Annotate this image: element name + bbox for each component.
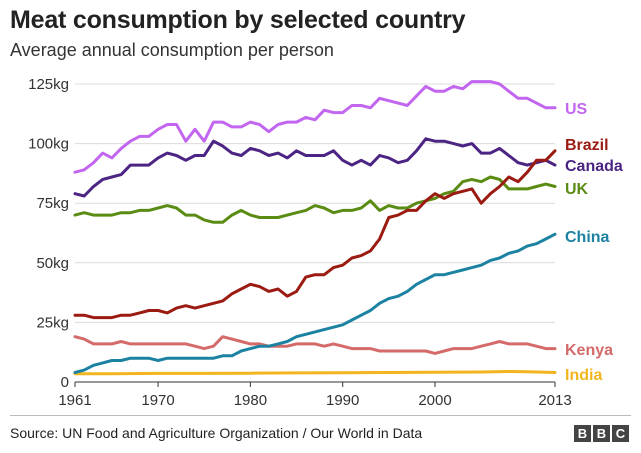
bbc-logo-letter: C [612, 425, 629, 442]
series-labels: US Brazil Canada UK China Kenya India [565, 101, 623, 384]
x-tick-label: 1970 [141, 392, 174, 409]
x-tick-label: 1990 [326, 392, 359, 409]
y-tick-label: 125kg [28, 76, 69, 93]
series-label-brazil: Brazil [565, 137, 609, 154]
y-tick-label: 0 [61, 374, 69, 391]
series-line-kenya [73, 335, 557, 355]
chart-title: Meat consumption by selected country [10, 6, 466, 34]
chart-subtitle: Average annual consumption per person [10, 40, 334, 60]
series-label-uk: UK [565, 181, 589, 198]
series-label-us: US [565, 101, 588, 118]
series-line-us [73, 80, 557, 174]
series-line-brazil [73, 149, 557, 320]
x-tick-label: 1961 [58, 392, 91, 409]
x-tick-label: 1980 [234, 392, 267, 409]
series-label-kenya: Kenya [565, 342, 613, 359]
series-line-china [73, 232, 557, 374]
y-tick-label: 75kg [36, 195, 69, 212]
series-lines [73, 80, 557, 376]
grid-lines [75, 83, 555, 323]
series-label-canada: Canada [565, 158, 623, 175]
bbc-logo-letter: B [593, 425, 610, 442]
y-tick-label: 100kg [28, 136, 69, 153]
series-line-uk [73, 175, 557, 224]
series-line-india [73, 370, 557, 376]
x-tick-label: 2000 [418, 392, 451, 409]
y-tick-label: 50kg [36, 255, 69, 272]
source-note: Source: UN Food and Agriculture Organiza… [10, 425, 423, 441]
bbc-logo-letter: B [574, 425, 591, 442]
bbc-logo: B B C [574, 425, 629, 442]
y-tick-label: 25kg [36, 314, 69, 331]
axes: 0 25kg 50kg 75kg 100kg 125kg 1961 1970 1980 1990 2… [28, 76, 572, 409]
series-line-canada [73, 137, 557, 198]
series-label-china: China [565, 229, 610, 246]
x-tick-label: 2013 [538, 392, 571, 409]
series-label-india: India [565, 367, 602, 384]
footer-divider [10, 415, 631, 416]
